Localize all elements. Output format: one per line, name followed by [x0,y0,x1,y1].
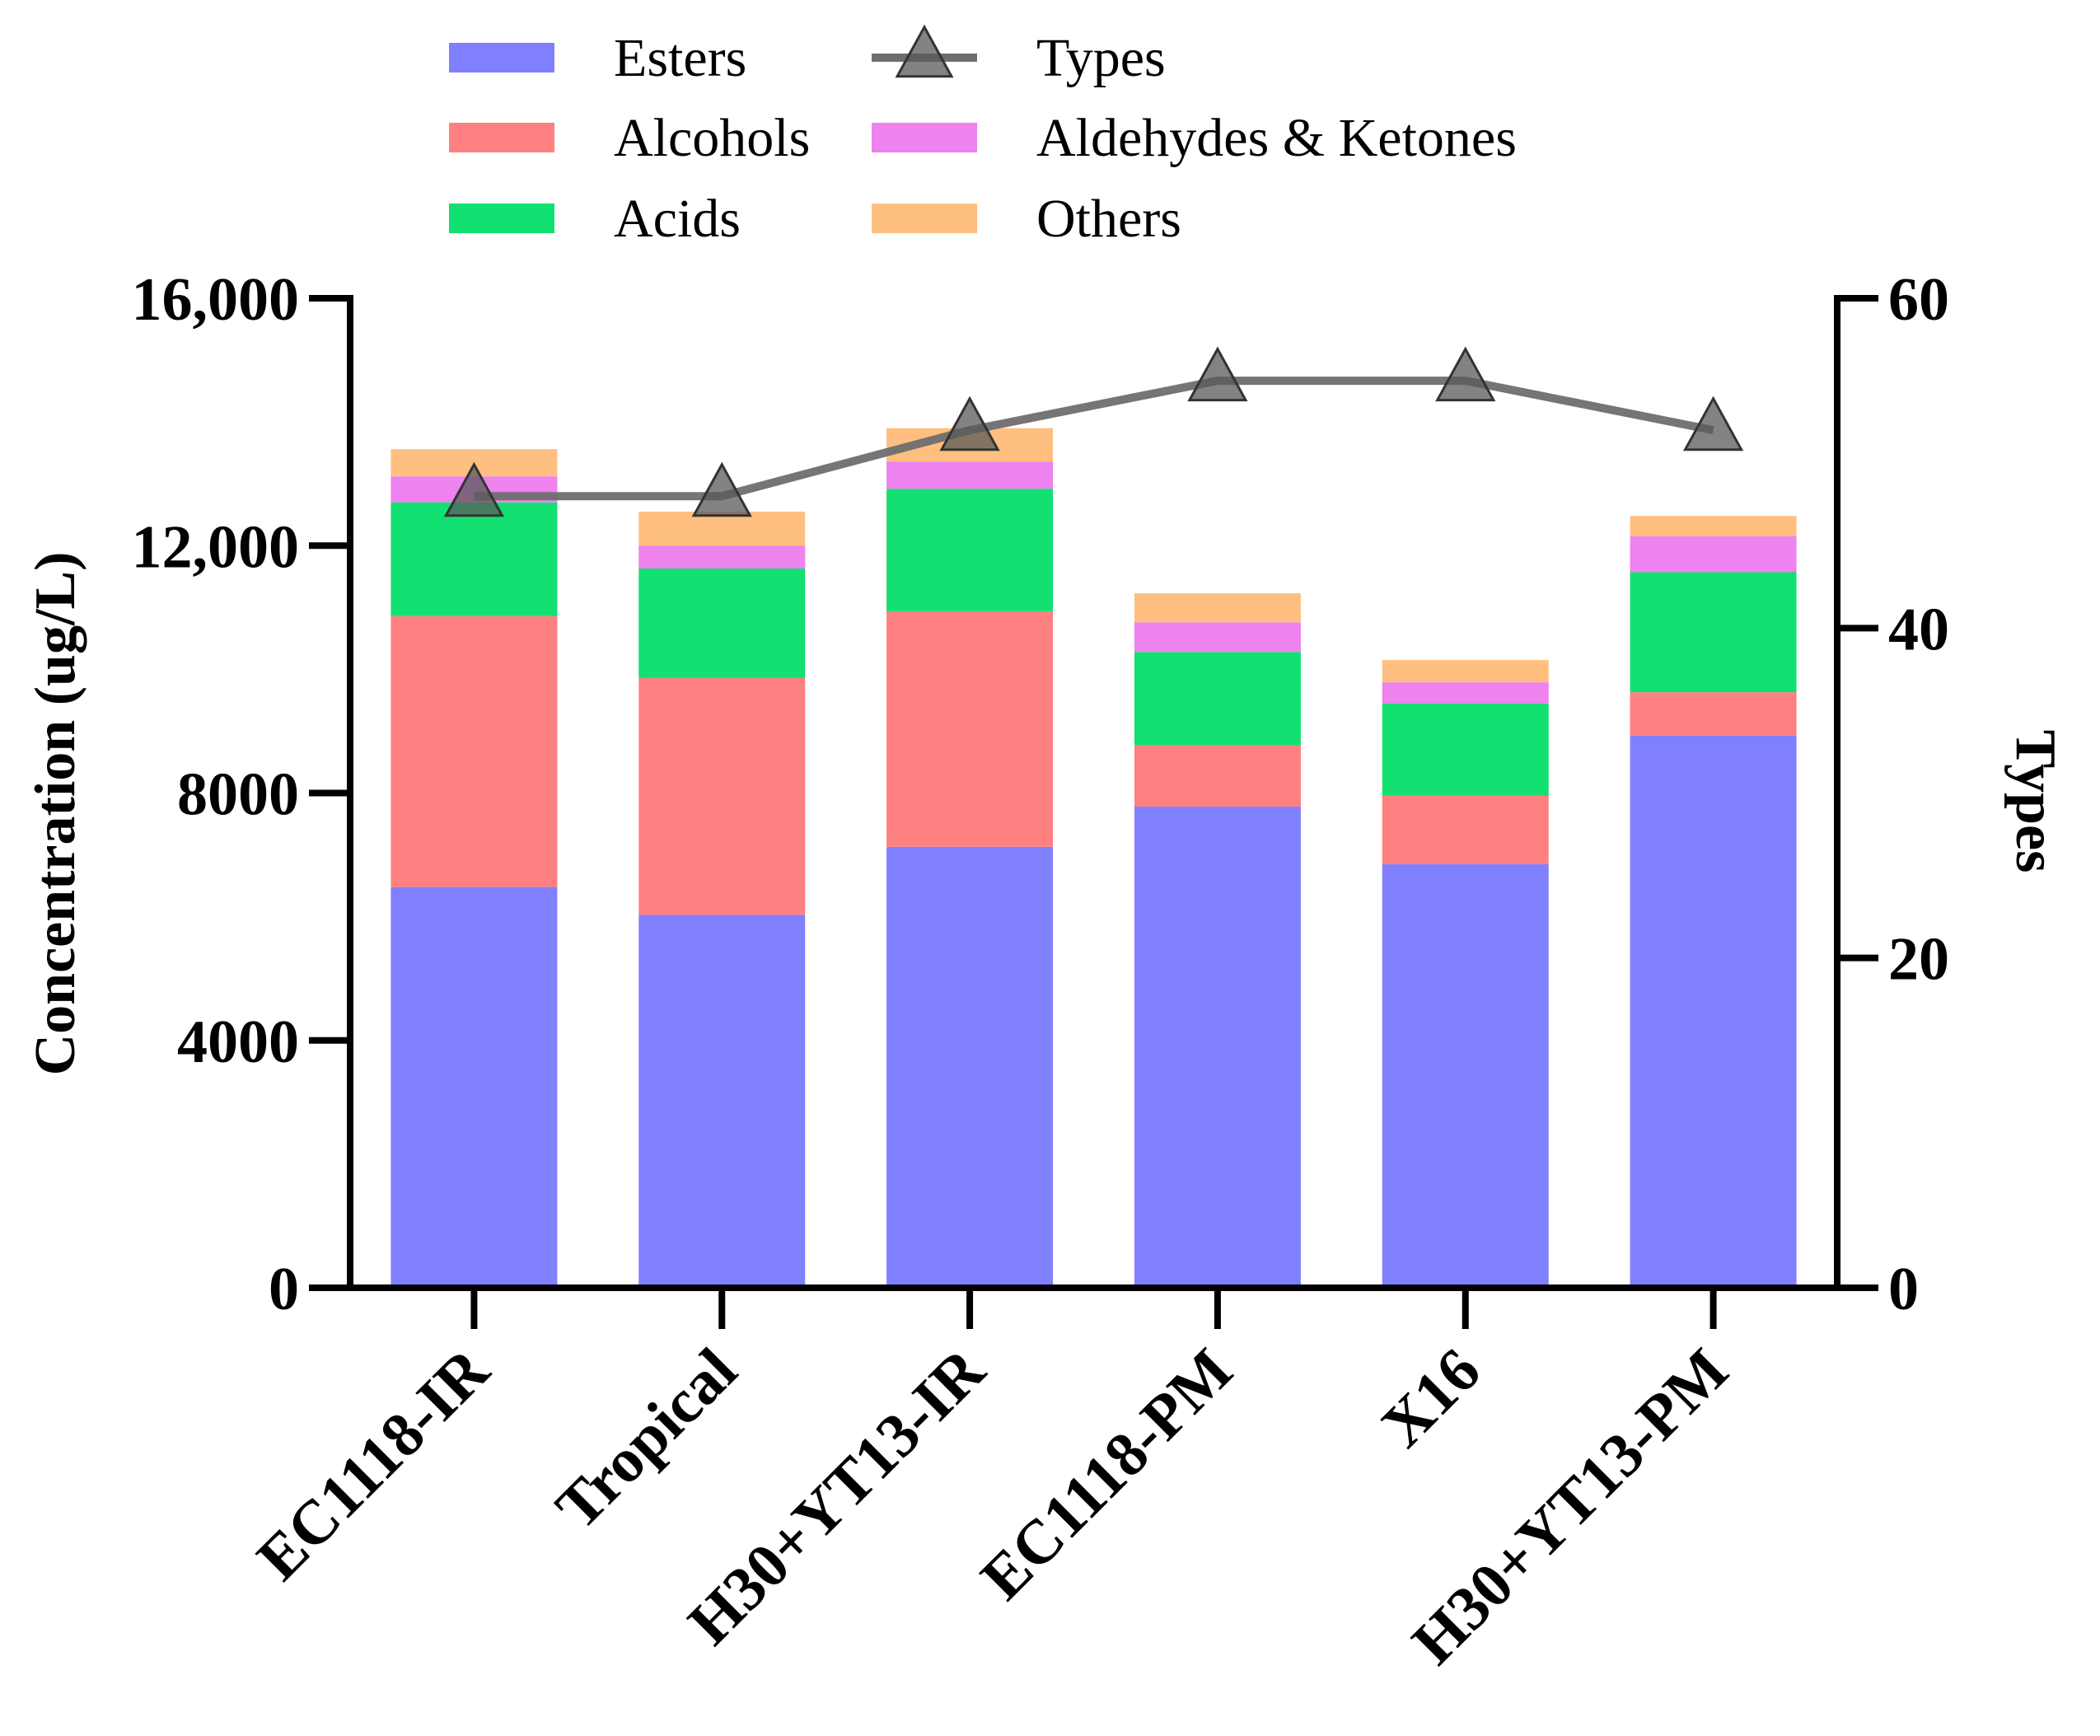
bar-alcohols-5 [1630,692,1797,736]
legend-swatch-4 [449,204,554,233]
bar-aldehydes-ketones-5 [1630,536,1797,573]
bar-aldehydes-ketones-2 [886,461,1054,489]
types-marker-1 [691,461,752,517]
types-line-path [474,377,1714,501]
x-tick-label-1: Tropical [543,1336,750,1542]
bar-aldehydes-ketones-4 [1382,682,1549,704]
axes: 0 4000 8000 12,000 16,000 0 20 40 60 EC1118-IR Tro… [24,266,2067,1678]
bar-alcohols-0 [391,615,558,887]
legend-label-3: Aldehydes & Ketones [1036,108,1517,168]
legend-label-4: Acids [614,189,741,249]
types-marker-0 [443,461,505,517]
bar-acids-3 [1134,652,1301,746]
bar-alcohols-1 [638,677,806,915]
legend: Esters Types Alcohols Aldehydes & Ketones Ac… [449,24,1517,249]
bar-acids-0 [391,502,558,616]
bar-acids-5 [1630,572,1797,693]
types-marker-3 [1187,346,1248,402]
legend-label-0: Esters [614,28,746,88]
y-tick-label-3: 12,000 [132,513,300,581]
y-tick-label-4: 16,000 [132,266,300,334]
bars [391,428,1797,1288]
legend-marker-1 [895,24,954,78]
y2-tick-label-2: 40 [1888,596,1949,663]
y2-tick-label-3: 60 [1888,266,1949,334]
x-tick-label-4: X16 [1368,1336,1494,1461]
bar-esters-1 [638,915,806,1288]
y-axis-title: Concentration (ug/L) [24,552,87,1076]
bar-alcohols-3 [1134,745,1301,807]
bar-others-3 [1134,593,1301,623]
bar-acids-1 [638,569,806,678]
legend-label-1: Types [1036,28,1166,88]
bar-others-4 [1382,660,1549,683]
bar-esters-5 [1630,735,1797,1288]
bar-aldehydes-ketones-1 [638,545,806,569]
legend-label-2: Alcohols [614,108,810,168]
bar-esters-2 [886,846,1054,1288]
x-tick-label-0: EC1118-IR [244,1335,503,1593]
types-marker-4 [1435,346,1496,402]
bar-esters-0 [391,887,558,1288]
types-marker-5 [1682,395,1744,452]
bar-others-5 [1630,516,1797,536]
legend-label-5: Others [1036,189,1181,249]
legend-swatch-0 [449,43,554,73]
bar-alcohols-2 [886,611,1054,847]
bar-esters-4 [1382,863,1549,1288]
types-line [443,346,1744,517]
bar-acids-2 [886,489,1054,611]
bar-others-1 [638,511,806,546]
types-marker-2 [939,395,1000,452]
bar-aldehydes-ketones-3 [1134,622,1301,653]
y-tick-label-0: 0 [269,1256,299,1323]
legend-swatch-3 [872,123,977,152]
legend-swatch-5 [872,204,977,233]
y-tick-label-2: 8000 [177,761,299,829]
y2-tick-label-0: 0 [1888,1256,1919,1323]
legend-swatch-2 [449,123,554,152]
bar-acids-4 [1382,703,1549,796]
bar-alcohols-4 [1382,795,1549,864]
y2-tick-label-1: 20 [1888,926,1949,994]
x-tick-label-3: EC1118-PM [968,1336,1246,1613]
y-tick-label-1: 4000 [177,1008,299,1076]
y2-axis-title: Types [2004,730,2067,873]
bar-esters-3 [1134,807,1301,1288]
